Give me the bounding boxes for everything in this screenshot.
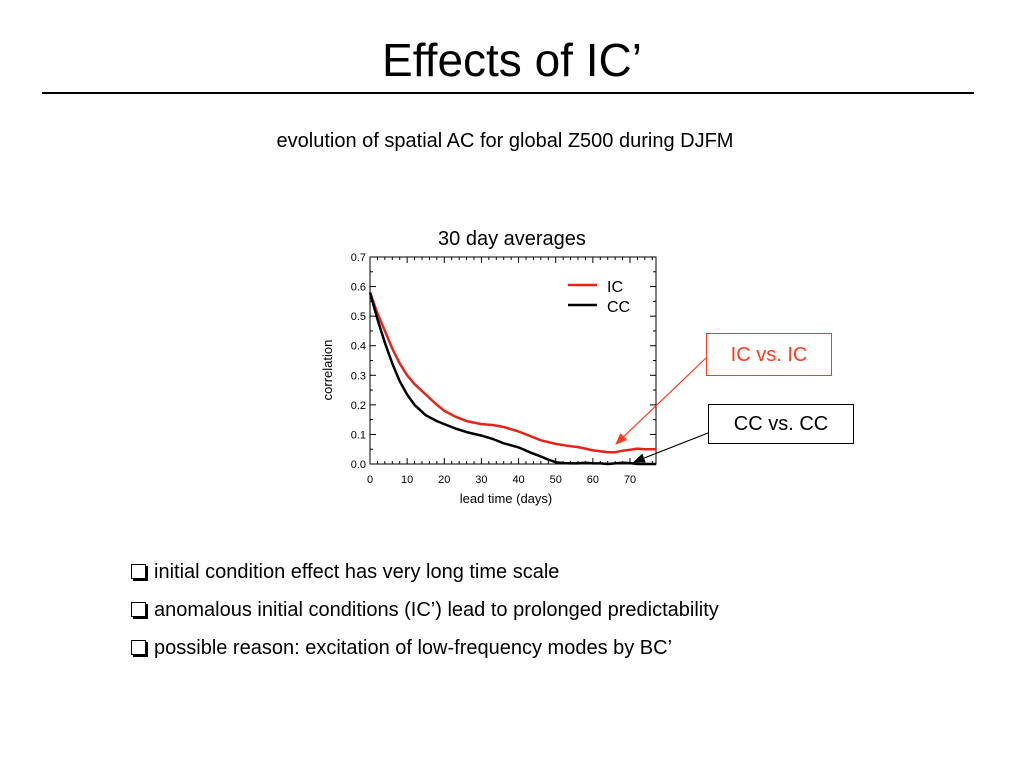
y-tick-label: 0.0 bbox=[351, 459, 366, 471]
y-tick-label: 0.1 bbox=[351, 429, 366, 441]
y-axis-label: correlation bbox=[320, 340, 335, 401]
x-tick-label: 60 bbox=[587, 474, 599, 486]
series-line-ic bbox=[368, 292, 656, 454]
x-tick-label: 70 bbox=[624, 474, 636, 486]
slide-title: Effects of IC’ bbox=[382, 34, 642, 86]
checkbox-bullet-icon bbox=[131, 563, 146, 579]
chart-title: 30 day averages bbox=[438, 228, 586, 250]
y-tick-label: 0.5 bbox=[351, 311, 366, 323]
x-tick-label: 0 bbox=[367, 474, 373, 486]
x-tick-label: 20 bbox=[438, 474, 450, 486]
legend-label-cc: CC bbox=[607, 299, 630, 316]
title-divider bbox=[42, 92, 974, 94]
bullet-item: anomalous initial conditions (IC’) lead … bbox=[131, 597, 719, 623]
y-tick-label: 0.6 bbox=[351, 282, 366, 294]
bullet-list: initial condition effect has very long t… bbox=[131, 559, 719, 673]
cc-vs-cc-callout: CC vs. CC bbox=[708, 404, 854, 444]
series-line-cc bbox=[368, 292, 656, 466]
y-tick-label: 0.3 bbox=[351, 370, 366, 382]
checkbox-bullet-icon bbox=[131, 639, 146, 655]
bullet-text: possible reason: excitation of low-frequ… bbox=[154, 637, 673, 659]
x-axis-label: lead time (days) bbox=[460, 491, 552, 506]
x-tick-label: 50 bbox=[550, 474, 562, 486]
ic-vs-ic-callout: IC vs. IC bbox=[706, 333, 832, 376]
y-tick-label: 0.2 bbox=[351, 400, 366, 412]
cc-callout-arrow bbox=[632, 432, 709, 463]
bullet-item: initial condition effect has very long t… bbox=[131, 559, 719, 585]
bullet-item: possible reason: excitation of low-frequ… bbox=[131, 635, 719, 661]
x-tick-label: 30 bbox=[475, 474, 487, 486]
y-tick-label: 0.4 bbox=[351, 341, 366, 353]
legend-label-ic: IC bbox=[607, 279, 623, 296]
bullet-text: initial condition effect has very long t… bbox=[154, 561, 560, 583]
checkbox-bullet-icon bbox=[131, 601, 146, 617]
x-tick-label: 10 bbox=[401, 474, 413, 486]
slide-subtitle: evolution of spatial AC for global Z500 … bbox=[276, 130, 734, 152]
x-tick-label: 40 bbox=[512, 474, 524, 486]
ic-callout-arrow bbox=[615, 357, 707, 445]
bullet-text: anomalous initial conditions (IC’) lead … bbox=[154, 599, 719, 621]
y-tick-label: 0.7 bbox=[351, 252, 366, 264]
